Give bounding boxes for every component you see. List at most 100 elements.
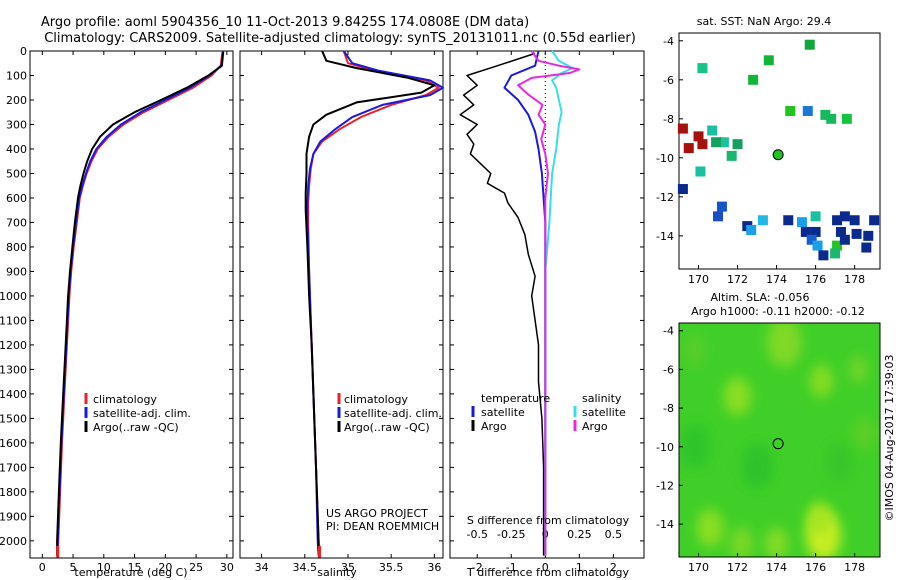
sla-anomaly-patch	[807, 501, 832, 535]
legend-temp-satellite-label: satellite	[481, 406, 525, 419]
depth-tick-label: 1300	[0, 363, 27, 376]
salinity-panel: 34 34.5 35 35.5 36 salinity climatology sate…	[239, 50, 444, 579]
salinity-x-label: salinity	[317, 566, 357, 579]
sla-anomaly-patch	[723, 377, 752, 416]
sla-anomaly-patch	[852, 416, 877, 450]
sst-observation-marker	[757, 215, 768, 226]
depth-tick-label: 1700	[0, 461, 27, 474]
sst-observation-marker	[677, 123, 688, 134]
depth-tick-label: 1400	[0, 388, 27, 401]
sst-observation-marker	[826, 113, 837, 124]
difference-plot-frame	[449, 50, 645, 559]
series-line-argo-raw-qc-	[56, 52, 225, 556]
t-tick-label: -1	[506, 561, 517, 574]
lat-tick-label: -8	[663, 113, 674, 126]
lat-tick-label: -4	[663, 325, 674, 338]
s-tick-label: 0.5	[605, 528, 623, 541]
difference-lines	[459, 50, 581, 556]
sst-observation-marker	[832, 215, 843, 226]
title-line-2: Climatology: CARS2009. Satellite-adjuste…	[44, 31, 636, 46]
legend-salinity-title: salinity	[582, 392, 622, 405]
sst-observation-marker	[716, 201, 727, 212]
sst-observation-marker	[839, 234, 850, 245]
depth-tick-label: 1200	[0, 339, 27, 352]
legend-sal-satellite-label: satellite	[582, 406, 626, 419]
x-tick-label: 30	[220, 561, 234, 574]
depth-tick-label: 300	[6, 118, 27, 131]
sst-observation-marker	[707, 125, 718, 136]
sla-map-field	[679, 323, 877, 557]
legend-sal-argo-label: Argo	[582, 420, 608, 433]
sla-anomaly-patch	[766, 323, 802, 367]
sst-observation-marker	[732, 139, 743, 150]
x-tick-label: 20	[158, 561, 172, 574]
t-tick-label: 1	[576, 561, 583, 574]
argo-position-marker	[772, 438, 784, 450]
pi-label: PI: DEAN ROEMMICH	[326, 520, 439, 533]
legend-temp-argo-label: Argo	[481, 420, 507, 433]
series-line-temperature-argo	[459, 52, 545, 556]
difference-panel: -2 -1 0 1 2-0.5 -0.25 0 0.25 0.5 S difference fr…	[449, 50, 645, 579]
depth-tick-label: 800	[6, 241, 27, 254]
sst-observation-marker	[677, 184, 688, 195]
sst-observation-marker	[849, 215, 860, 226]
x-tick-label: 34.5	[293, 561, 318, 574]
t-tick-label: 0	[542, 561, 549, 574]
legend-temperature-title: temperature	[481, 392, 550, 405]
lon-tick-label: 178	[844, 561, 865, 574]
legend-satellite-label: satellite-adj. clim.	[344, 407, 442, 420]
legend-climatology-label: climatology	[344, 393, 408, 406]
sla-anomaly-patch	[764, 527, 789, 557]
depth-tick-label: 1500	[0, 412, 27, 425]
s-tick-label: 0.25	[567, 528, 592, 541]
series-line-satellite-adj-clim-	[306, 50, 444, 556]
lat-tick-label: -10	[656, 441, 674, 454]
depth-tick-label: 2000	[0, 535, 27, 548]
depth-tick-label: 0	[20, 45, 27, 58]
sst-map-points	[677, 39, 880, 261]
series-line-argo-raw-qc-	[304, 50, 436, 551]
lat-tick-label: -10	[656, 152, 674, 165]
sst-observation-marker	[748, 74, 759, 85]
project-label: US ARGO PROJECT	[326, 507, 428, 520]
sst-observation-marker	[783, 215, 794, 226]
depth-axis: 0 100 200 300 400 500 600 700 800 900 1000 1100 1200…	[0, 45, 644, 548]
sst-observation-marker	[683, 143, 694, 154]
lat-tick-label: -12	[656, 191, 674, 204]
sla-anomaly-patch	[729, 527, 754, 557]
depth-tick-label: 1000	[0, 290, 27, 303]
series-line-salinity-satellite	[544, 50, 574, 556]
sst-observation-marker	[763, 55, 774, 66]
x-tick-label: 5	[70, 561, 77, 574]
s-tick-label: -0.25	[497, 528, 525, 541]
sst-observation-marker	[804, 39, 815, 50]
sst-observation-marker	[802, 106, 813, 117]
lat-tick-label: -6	[663, 363, 674, 376]
sst-observation-marker	[869, 215, 880, 226]
sst-observation-marker	[693, 131, 704, 142]
lon-tick-label: 178	[844, 273, 865, 286]
sst-observation-marker	[841, 113, 852, 124]
sst-observation-marker	[839, 211, 850, 222]
salinity-lines	[304, 50, 444, 558]
lat-tick-label: -14	[656, 230, 674, 243]
sla-anomaly-patch	[741, 444, 773, 488]
depth-tick-label: 900	[6, 265, 27, 278]
sst-observation-marker	[812, 240, 823, 251]
series-line-climatology	[307, 50, 440, 556]
temperature-x-ticks: 0 5 10 15 20 25 30	[39, 51, 234, 574]
temperature-x-label: temperature (deg C)	[74, 566, 187, 579]
depth-tick-label: 400	[6, 143, 27, 156]
sst-observation-marker	[697, 63, 708, 74]
lon-tick-label: 174	[766, 273, 787, 286]
sst-observation-marker	[863, 230, 874, 241]
legend-argo-label: Argo(..raw -QC)	[344, 421, 430, 434]
lat-tick-label: -8	[663, 402, 674, 415]
salinity-legend: climatology satellite-adj. clim. Argo(..…	[337, 393, 442, 434]
depth-tick-label: 1800	[0, 486, 27, 499]
depth-tick-label: 700	[6, 216, 27, 229]
sst-observation-marker	[711, 137, 722, 148]
series-line-climatology	[56, 50, 224, 556]
sst-observation-marker	[713, 211, 724, 222]
depth-tick-label: 1600	[0, 437, 27, 450]
